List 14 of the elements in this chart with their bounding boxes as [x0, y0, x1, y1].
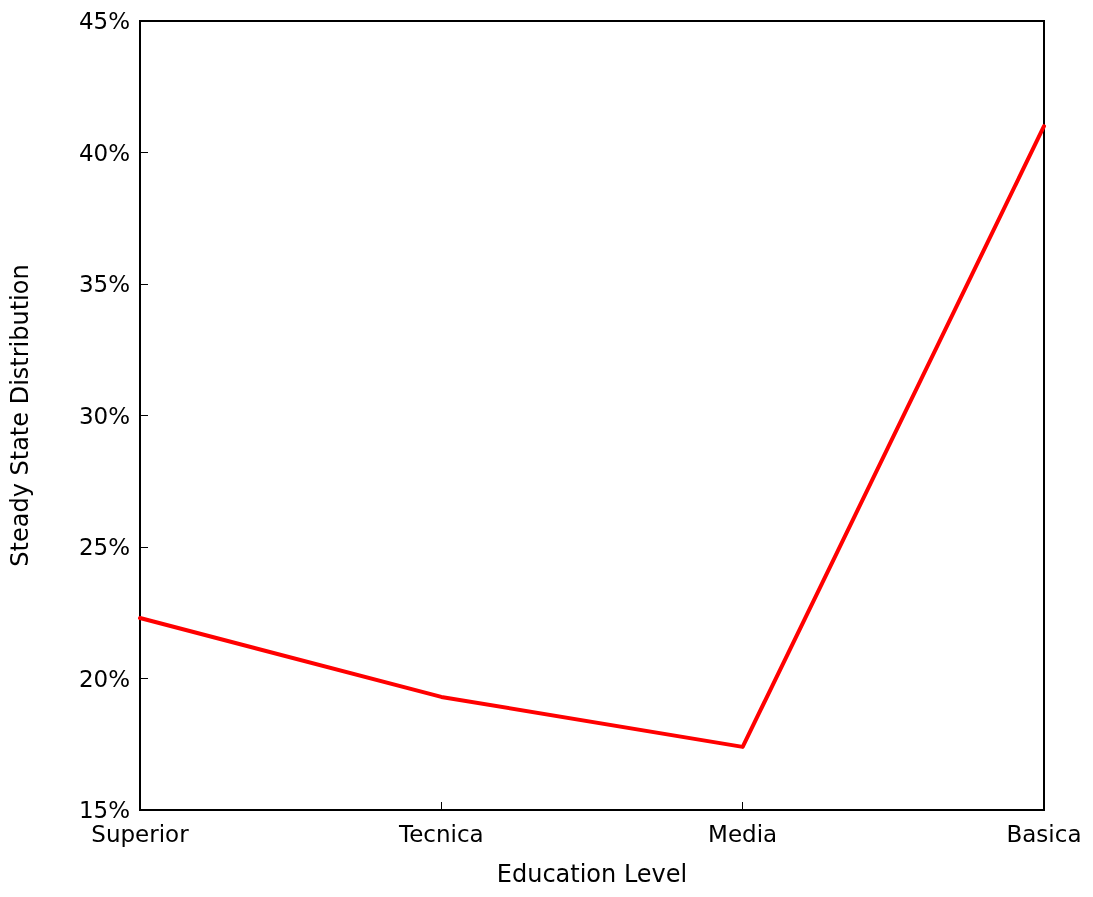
x-axis-title: Education Level [496, 860, 688, 888]
y-axis-title: Steady State Distribution [6, 264, 34, 567]
y-tick-label: 30% [78, 402, 130, 429]
y-tick-label: 45% [78, 8, 130, 34]
x-tick-label: Tecnica [398, 820, 484, 847]
y-tick-label: 20% [78, 665, 130, 692]
y-tick-label: 25% [78, 534, 130, 560]
y-tick-label: 15% [78, 797, 130, 823]
x-tick-label: Media [708, 820, 778, 847]
y-tick-label: 40% [78, 139, 130, 166]
x-tick-label: Superior [91, 820, 190, 847]
x-tick-label: Basica [1006, 820, 1082, 847]
y-tick-label: 35% [78, 271, 130, 297]
line-series [138, 124, 1046, 749]
